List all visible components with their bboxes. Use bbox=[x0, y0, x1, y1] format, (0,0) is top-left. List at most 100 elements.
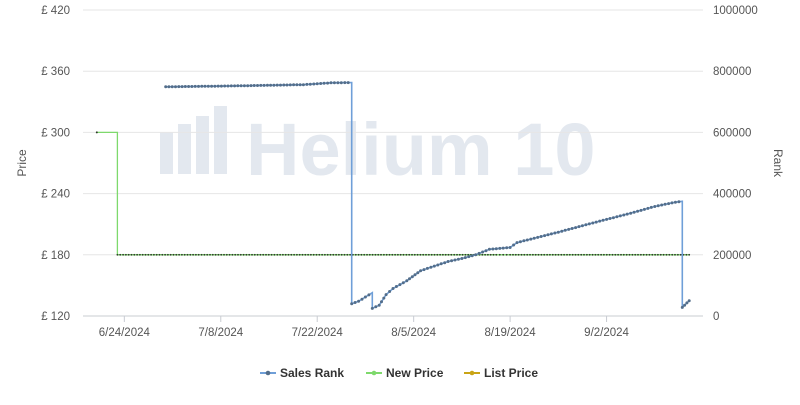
data-point bbox=[161, 253, 164, 256]
data-point bbox=[175, 253, 178, 256]
data-point bbox=[242, 253, 245, 256]
y-right-tick-label: 0 bbox=[713, 311, 719, 323]
data-point bbox=[200, 253, 203, 256]
data-point bbox=[615, 215, 619, 219]
data-point bbox=[584, 223, 588, 227]
data-point bbox=[463, 256, 467, 260]
data-point bbox=[366, 253, 368, 256]
data-point bbox=[382, 296, 386, 300]
data-point bbox=[460, 257, 464, 260]
data-point bbox=[649, 205, 653, 209]
data-point bbox=[307, 253, 309, 256]
data-point bbox=[236, 84, 240, 88]
data-point bbox=[343, 253, 346, 256]
data-point bbox=[228, 253, 231, 256]
x-tick-label: 8/5/2024 bbox=[391, 327, 436, 339]
data-point bbox=[522, 239, 526, 243]
data-point bbox=[287, 253, 290, 256]
data-point bbox=[377, 303, 381, 307]
data-point bbox=[388, 290, 392, 293]
data-point bbox=[422, 268, 426, 272]
data-point bbox=[225, 253, 228, 256]
data-point bbox=[391, 253, 394, 256]
data-point bbox=[256, 84, 259, 87]
data-point bbox=[425, 266, 429, 270]
data-point bbox=[169, 253, 172, 256]
data-point bbox=[292, 83, 296, 87]
data-point bbox=[453, 258, 457, 262]
data-point bbox=[383, 253, 385, 256]
data-point bbox=[653, 205, 657, 208]
data-point bbox=[481, 253, 484, 256]
data-point bbox=[529, 237, 533, 241]
data-point bbox=[127, 253, 130, 256]
watermark: Helium 10 bbox=[160, 106, 596, 191]
data-point bbox=[219, 84, 223, 88]
data-point bbox=[668, 253, 671, 256]
data-point bbox=[419, 269, 423, 273]
data-point bbox=[679, 253, 682, 256]
data-point bbox=[125, 253, 127, 256]
data-point bbox=[178, 253, 181, 256]
data-point bbox=[360, 297, 364, 301]
data-point bbox=[336, 81, 340, 85]
data-point bbox=[617, 253, 619, 256]
data-point bbox=[560, 229, 564, 233]
data-point bbox=[660, 203, 664, 207]
legend-item-list-price[interactable]: List Price bbox=[464, 366, 538, 380]
data-point bbox=[498, 246, 502, 250]
data-point bbox=[671, 253, 674, 256]
data-point bbox=[249, 84, 253, 88]
data-point bbox=[523, 253, 526, 256]
data-point bbox=[357, 299, 361, 303]
data-point bbox=[301, 83, 305, 87]
data-point bbox=[181, 253, 183, 256]
data-point bbox=[477, 251, 481, 255]
data-point bbox=[394, 253, 396, 256]
data-point bbox=[622, 253, 625, 256]
data-point bbox=[293, 253, 295, 256]
data-point bbox=[436, 263, 440, 267]
data-point bbox=[677, 200, 681, 204]
legend-item-new-price[interactable]: New Price bbox=[366, 366, 444, 380]
watermark-logo-icon bbox=[160, 106, 227, 174]
y-left-tick-label: £ 360 bbox=[41, 66, 70, 78]
data-point bbox=[461, 253, 464, 256]
data-point bbox=[408, 277, 411, 281]
data-point bbox=[187, 85, 191, 88]
data-point bbox=[245, 253, 248, 256]
data-point bbox=[304, 253, 307, 256]
data-point bbox=[326, 81, 330, 85]
data-point bbox=[656, 204, 660, 208]
data-point bbox=[605, 217, 609, 221]
data-point bbox=[326, 253, 329, 256]
data-point bbox=[296, 253, 298, 256]
data-point bbox=[537, 253, 540, 256]
data-point bbox=[620, 253, 622, 256]
data-point bbox=[130, 253, 133, 256]
legend-item-sales-rank[interactable]: Sales Rank bbox=[260, 366, 344, 380]
data-point bbox=[628, 253, 631, 256]
data-point bbox=[349, 253, 351, 256]
data-point bbox=[556, 230, 560, 234]
data-point bbox=[688, 253, 691, 256]
data-point bbox=[458, 253, 461, 256]
data-point bbox=[450, 259, 454, 263]
data-point bbox=[566, 253, 568, 256]
data-point bbox=[594, 220, 598, 224]
data-point bbox=[583, 253, 585, 256]
data-point bbox=[177, 85, 181, 89]
y-right-tick-label: 200000 bbox=[713, 250, 751, 262]
data-point bbox=[571, 253, 574, 256]
data-point bbox=[577, 225, 581, 229]
data-point bbox=[385, 253, 388, 256]
y-left-tick-label: £ 120 bbox=[41, 311, 70, 323]
data-point bbox=[659, 253, 662, 256]
data-point bbox=[279, 83, 282, 87]
data-point bbox=[430, 253, 433, 256]
data-point bbox=[265, 83, 269, 87]
watermark-text: Helium 10 bbox=[246, 108, 596, 191]
data-point bbox=[267, 253, 270, 256]
data-point bbox=[229, 84, 233, 88]
x-tick-label: 9/2/2024 bbox=[584, 327, 629, 339]
